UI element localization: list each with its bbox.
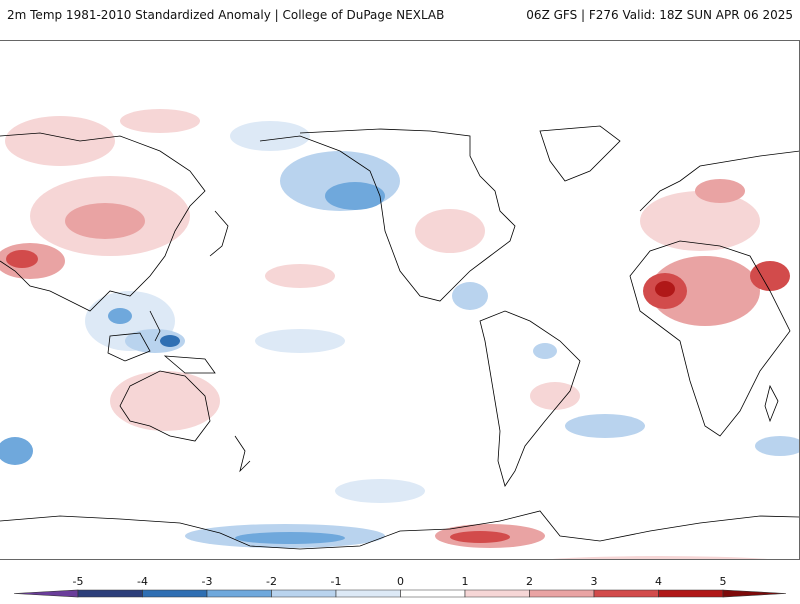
coastline-antarctica [0, 510, 799, 550]
coastline-greenland [539, 125, 621, 182]
coastline-africa [629, 240, 791, 437]
coastline-layer [0, 125, 799, 550]
colorbar-tick-label: -5 [73, 575, 84, 588]
valid-time-title: 06Z GFS | F276 Valid: 18Z SUN APR 06 202… [526, 8, 793, 22]
colorbar-segment [464, 589, 530, 598]
coastline-north-america [259, 128, 516, 302]
colorbar-segment [77, 589, 143, 598]
coastline-newguinea [163, 355, 216, 374]
anomaly-patch-hot [695, 179, 745, 203]
colorbar-tick-label: -2 [266, 575, 277, 588]
anomaly-patch-warm [65, 203, 145, 239]
colorbar-segment [658, 589, 724, 598]
anomaly-patch-hot [6, 250, 38, 268]
anomaly-patch-hot [655, 281, 675, 297]
anomaly-patch-warm [120, 109, 200, 133]
colorbar-tick-label: 2 [526, 575, 533, 588]
colorbar-segment [271, 589, 337, 598]
coastline-newzealand [234, 435, 251, 473]
anomaly-patch-hot [450, 531, 510, 543]
anomaly-patch-cool [335, 479, 425, 503]
anomaly-patch-cold [160, 335, 180, 347]
colorbar-graphic: -5 -4 -3 -2 -1 0 1 2 3 4 5 [13, 575, 787, 598]
anomaly-patch-warm [552, 556, 768, 559]
coastline-borneo [107, 332, 151, 362]
anomaly-patch-cool [755, 436, 799, 456]
colorbar-segment [722, 589, 787, 598]
coastline-madagascar [764, 384, 779, 423]
anomaly-patch-cool [452, 282, 488, 310]
coastline-europe [639, 150, 799, 212]
colorbar-segment [593, 589, 659, 598]
anomaly-patch-cold [108, 308, 132, 324]
colorbar-segment [529, 589, 595, 598]
anomaly-patch-cool [325, 182, 385, 210]
anomaly-map[interactable] [0, 40, 800, 560]
colorbar-segment [142, 589, 208, 598]
product-title: 2m Temp 1981-2010 Standardized Anomaly |… [7, 8, 445, 22]
anomaly-patch-cool [255, 329, 345, 353]
coastline-philippines [149, 310, 161, 342]
anomaly-patch-warm [5, 116, 115, 166]
anomaly-patch-warm [265, 264, 335, 288]
colorbar-tick-label: -3 [202, 575, 213, 588]
colorbar-tick-label: 5 [720, 575, 727, 588]
anomaly-patch-warm [650, 256, 760, 326]
colorbar-tick-label: 1 [462, 575, 469, 588]
coastline-asia [0, 132, 206, 312]
anomaly-patch-cool [533, 343, 557, 359]
colorbar: -5 -4 -3 -2 -1 0 1 2 3 4 5 [0, 568, 800, 600]
anomaly-patch-cool [0, 437, 33, 465]
colorbar-tick-label: -1 [331, 575, 342, 588]
anomaly-patch-warm [530, 382, 580, 410]
coastline-south-america [479, 310, 581, 487]
colorbar-segment [206, 589, 272, 598]
anomaly-patch-hot [750, 261, 790, 291]
header: 2m Temp 1981-2010 Standardized Anomaly |… [0, 0, 800, 30]
anomaly-patch-warm [110, 371, 220, 431]
colorbar-tick-label: 4 [655, 575, 662, 588]
anomaly-patch-warm [640, 191, 760, 251]
map-canvas [0, 109, 799, 559]
anomaly-patch-cool [230, 121, 310, 151]
colorbar-segment [400, 589, 466, 598]
colorbar-tick-label: -4 [137, 575, 148, 588]
colorbar-tick-label: 3 [591, 575, 598, 588]
coastline-australia [119, 370, 211, 442]
colorbar-segment [335, 589, 401, 598]
anomaly-patch-cool [565, 414, 645, 438]
anomaly-patch-warm [415, 209, 485, 253]
colorbar-tick-label: 0 [397, 575, 404, 588]
coastline-japan [209, 210, 229, 257]
anomaly-fill-layer [0, 109, 799, 559]
colorbar-segment [13, 589, 79, 598]
anomaly-patch-cold [235, 532, 345, 544]
